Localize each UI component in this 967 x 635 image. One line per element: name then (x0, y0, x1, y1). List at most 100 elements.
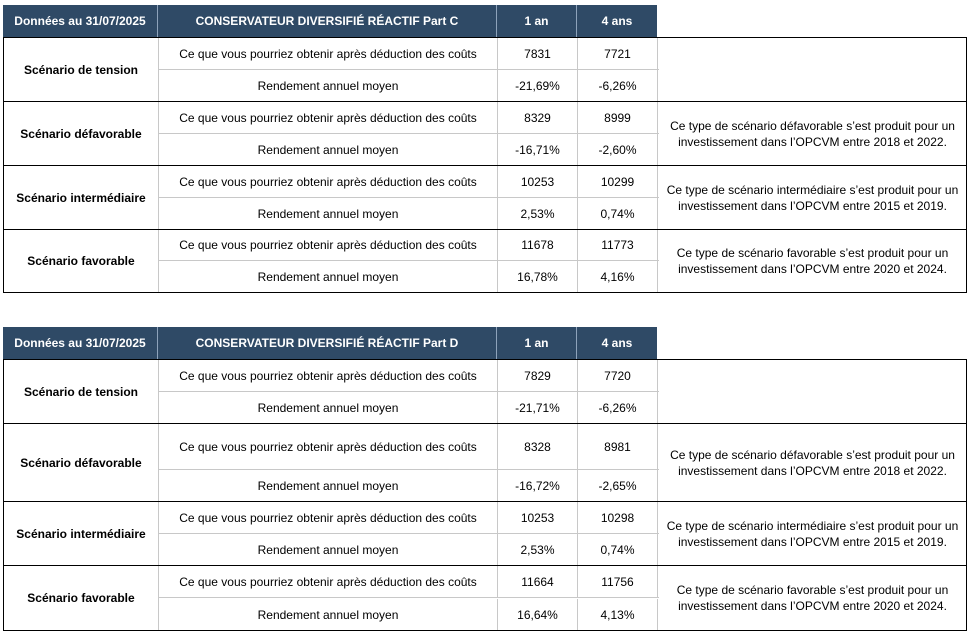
header-1-year: 1 an (497, 5, 577, 37)
value-1-year: 2,53% (498, 198, 578, 229)
note-line-1: Ce type de scénario favorable s’est prod… (676, 246, 949, 260)
row-description: Ce que vous pourriez obtenir après déduc… (159, 360, 498, 391)
value-1-year: 11678 (498, 230, 578, 260)
row-description: Ce que vous pourriez obtenir après déduc… (159, 230, 498, 260)
row-description: Ce que vous pourriez obtenir après déduc… (159, 166, 498, 197)
value-1-year: 8329 (498, 102, 578, 133)
scenario-intermediaire: Scénario intermédiaire Ce que vous pourr… (4, 166, 966, 230)
value-1-year: -21,71% (498, 392, 578, 423)
note-line-1: Ce type de scénario défavorable s’est pr… (670, 447, 955, 462)
header-1-year: 1 an (497, 327, 577, 359)
value-1-year: -21,69% (498, 70, 578, 101)
scenario-defavorable: Scénario défavorable Ce que vous pourrie… (4, 424, 966, 502)
header-fund: CONSERVATEUR DIVERSIFIÉ RÉACTIF Part D (158, 327, 497, 359)
row-description: Rendement annuel moyen (159, 70, 498, 101)
table-row: Ce que vous pourriez obtenir après déduc… (159, 424, 659, 470)
note-line-2: investissement dans l’OPCVM entre 2015 e… (678, 198, 947, 213)
value-4-years: 7721 (578, 38, 658, 69)
scenario-intermediaire: Scénario intermédiaire Ce que vous pourr… (4, 502, 966, 566)
scenario-note: Ce type de scénario favorable s’est prod… (659, 566, 966, 630)
value-1-year: -16,71% (498, 134, 578, 165)
note-line-2: investissement dans l’OPCVM entre 2015 e… (678, 534, 947, 549)
row-description: Rendement annuel moyen (159, 599, 498, 630)
value-4-years: 11773 (578, 230, 658, 260)
table-row: Rendement annuel moyen 2,53% 0,74% (159, 198, 659, 229)
row-description: Rendement annuel moyen (159, 134, 498, 165)
value-4-years: 10299 (578, 166, 658, 197)
table-row: Rendement annuel moyen -21,69% -6,26% (159, 70, 659, 101)
table-row: Rendement annuel moyen -21,71% -6,26% (159, 392, 659, 423)
scenario-label: Scénario de tension (4, 38, 159, 101)
value-4-years: 8999 (578, 102, 658, 133)
scenario-label: Scénario favorable (4, 230, 159, 292)
value-4-years: 4,13% (578, 599, 658, 630)
scenario-note: Ce type de scénario défavorable s’est pr… (659, 424, 966, 501)
value-4-years: 8981 (578, 424, 658, 469)
note-line-1: Ce type de scénario intermédiaire s’est … (666, 182, 959, 197)
scenario-defavorable: Scénario défavorable Ce que vous pourrie… (4, 102, 966, 166)
note-line-2: investissement dans l’OPCVM entre 2018 e… (678, 134, 947, 149)
value-1-year: 16,78% (498, 261, 578, 292)
table-body: Scénario de tension Ce que vous pourriez… (3, 359, 967, 631)
scenario-note: Ce type de scénario défavorable s’est pr… (659, 102, 966, 165)
scenario-label: Scénario intermédiaire (4, 502, 159, 565)
note-line-2: investissement dans l’OPCVM entre 2020 e… (678, 262, 947, 276)
value-4-years: -6,26% (578, 70, 658, 101)
scenario-note: Ce type de scénario intermédiaire s’est … (659, 502, 966, 565)
scenario-label: Scénario défavorable (4, 424, 159, 501)
table-header: Données au 31/07/2025 CONSERVATEUR DIVER… (3, 5, 657, 37)
value-4-years: 4,16% (578, 261, 658, 292)
table-row: Rendement annuel moyen 16,64% 4,13% (159, 599, 659, 630)
table-row: Ce que vous pourriez obtenir après déduc… (159, 566, 659, 598)
value-1-year: 7831 (498, 38, 578, 69)
row-description: Ce que vous pourriez obtenir après déduc… (159, 424, 498, 469)
value-4-years: 10298 (578, 502, 658, 533)
table-body: Scénario de tension Ce que vous pourriez… (3, 37, 967, 293)
scenario-note: Ce type de scénario favorable s’est prod… (659, 230, 966, 292)
table-row: Ce que vous pourriez obtenir après déduc… (159, 38, 659, 70)
header-4-years: 4 ans (601, 14, 633, 28)
header-4-years: 4 ans (601, 336, 633, 350)
value-4-years: -2,65% (578, 470, 658, 501)
value-1-year: -16,72% (498, 470, 578, 501)
table-row: Ce que vous pourriez obtenir après déduc… (159, 502, 659, 534)
value-1-year: 16,64% (498, 599, 578, 630)
value-4-years: -6,26% (578, 392, 658, 423)
value-4-years: 0,74% (578, 198, 658, 229)
table-row: Rendement annuel moyen -16,72% -2,65% (159, 470, 659, 501)
table-row: Rendement annuel moyen 2,53% 0,74% (159, 534, 659, 565)
value-4-years: 11756 (578, 566, 658, 597)
value-1-year: 11664 (498, 566, 578, 597)
scenario-label: Scénario défavorable (4, 102, 159, 165)
header-fund: CONSERVATEUR DIVERSIFIÉ RÉACTIF Part C (158, 5, 497, 37)
scenario-favorable: Scénario favorable Ce que vous pourriez … (4, 566, 966, 630)
scenario-label: Scénario intermédiaire (4, 166, 159, 229)
scenario-label: Scénario de tension (4, 360, 159, 423)
row-description: Rendement annuel moyen (159, 392, 498, 423)
header-date: Données au 31/07/2025 (3, 5, 158, 37)
table-header: Données au 31/07/2025 CONSERVATEUR DIVER… (3, 327, 657, 359)
row-description: Ce que vous pourriez obtenir après déduc… (159, 566, 498, 597)
value-1-year: 2,53% (498, 534, 578, 565)
row-description: Rendement annuel moyen (159, 261, 498, 292)
note-line-1: Ce type de scénario intermédiaire s’est … (666, 518, 959, 533)
table-row: Ce que vous pourriez obtenir après déduc… (159, 360, 659, 392)
note-line-2: investissement dans l’OPCVM entre 2020 e… (678, 599, 947, 613)
table-row: Rendement annuel moyen 16,78% 4,16% (159, 261, 659, 292)
value-1-year: 10253 (498, 166, 578, 197)
scenario-note: Ce type de scénario intermédiaire s’est … (659, 166, 966, 229)
note-line-1: Ce type de scénario défavorable s’est pr… (670, 118, 955, 133)
value-4-years: 0,74% (578, 534, 658, 565)
table-row: Rendement annuel moyen -16,71% -2,60% (159, 134, 659, 165)
row-description: Ce que vous pourriez obtenir après déduc… (159, 502, 498, 533)
row-description: Ce que vous pourriez obtenir après déduc… (159, 38, 498, 69)
value-1-year: 10253 (498, 502, 578, 533)
header-date: Données au 31/07/2025 (3, 327, 158, 359)
value-1-year: 7829 (498, 360, 578, 391)
value-4-years: -2,60% (578, 134, 658, 165)
scenario-label: Scénario favorable (4, 566, 159, 630)
scenario-tension: Scénario de tension Ce que vous pourriez… (4, 38, 966, 102)
note-line-1: Ce type de scénario favorable s’est prod… (676, 583, 949, 597)
table-row: Ce que vous pourriez obtenir après déduc… (159, 230, 659, 261)
row-description: Ce que vous pourriez obtenir après déduc… (159, 102, 498, 133)
